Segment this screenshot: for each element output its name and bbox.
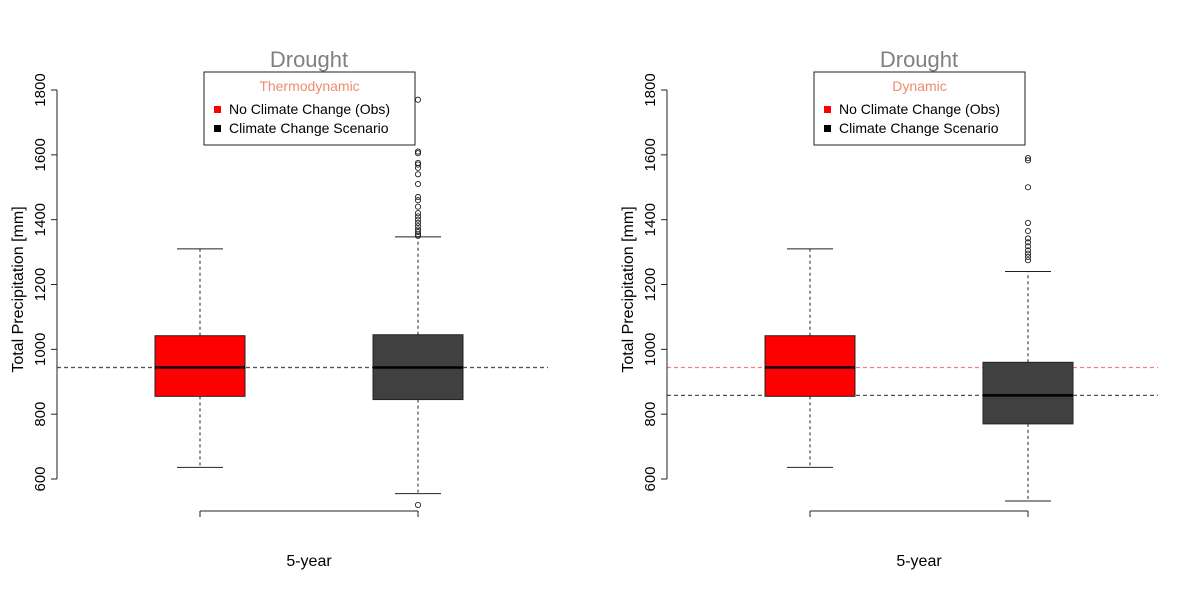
outlier-point	[414, 171, 422, 178]
outlier-point	[414, 226, 422, 233]
legend-entry-label: Climate Change Scenario	[229, 120, 389, 136]
outlier-point	[414, 159, 422, 166]
outlier-point	[414, 193, 422, 201]
outlier-point	[1024, 239, 1032, 246]
legend-swatch	[824, 106, 831, 113]
legend-entry-label: No Climate Change (Obs)	[229, 101, 390, 117]
chart-title: Drought	[270, 47, 348, 72]
outlier-point	[1024, 243, 1032, 250]
y-axis: 600 800 1000 1200 1400 1600 1800 Total Precipit…	[10, 73, 58, 492]
outlier-point	[414, 210, 422, 217]
outlier-point	[1024, 253, 1032, 260]
outlier-point	[1024, 235, 1032, 242]
outlier-point	[1024, 247, 1032, 254]
y-tick-label: 1000	[642, 333, 659, 366]
legend-entry-label: No Climate Change (Obs)	[839, 101, 1000, 117]
y-axis-label: Total Precipitation [mm]	[620, 206, 637, 372]
outlier-point	[414, 223, 422, 230]
y-tick-label: 1200	[642, 268, 659, 301]
y-axis: 600 800 1000 1200 1400 1600 1800 Total Precipit…	[620, 73, 668, 492]
y-tick-label: 1000	[32, 333, 49, 366]
outlier-point	[414, 148, 422, 155]
outlier-point	[414, 228, 422, 236]
outlier-point	[414, 150, 422, 157]
x-axis-label: 5-year	[286, 553, 332, 570]
legend-swatch	[214, 125, 221, 132]
legend-box	[203, 71, 416, 146]
y-tick-label: 1600	[32, 138, 49, 171]
box-1	[154, 248, 246, 468]
outlier-point	[1024, 227, 1032, 235]
legend-title: Dynamic	[892, 78, 946, 94]
outlier-point	[414, 216, 422, 223]
outlier-point	[1024, 219, 1032, 226]
outlier-point	[414, 96, 422, 103]
legend-entry-label: Climate Change Scenario	[839, 120, 999, 136]
legend-title: Thermodynamic	[259, 78, 359, 94]
outlier-point	[414, 197, 422, 204]
x-axis-bracket	[809, 510, 1029, 517]
box-2	[982, 155, 1074, 502]
outlier-point	[1024, 250, 1032, 257]
y-tick-label: 1400	[642, 203, 659, 236]
outlier-point	[1024, 155, 1032, 162]
y-tick-label: 1400	[32, 203, 49, 236]
legend-swatch	[824, 125, 831, 132]
box-1	[764, 248, 856, 468]
y-tick-label: 600	[642, 466, 659, 491]
y-tick-label: 1200	[32, 268, 49, 301]
outlier-point	[414, 219, 422, 226]
outlier-point	[414, 161, 422, 168]
outlier-point	[1024, 257, 1032, 264]
outlier-point	[1024, 157, 1032, 164]
outlier-point	[414, 180, 422, 188]
y-tick-label: 600	[32, 466, 49, 491]
box-2	[372, 96, 464, 508]
y-tick-label: 1800	[642, 73, 659, 106]
chart-title: Drought	[880, 47, 958, 72]
y-tick-label: 800	[642, 402, 659, 427]
y-axis-label: Total Precipitation [mm]	[10, 206, 27, 372]
x-axis-bracket	[199, 510, 419, 517]
outlier-point	[414, 232, 422, 239]
box-body	[764, 335, 856, 397]
legend: Thermodynamic No Climate Change (Obs) Clim…	[203, 71, 416, 146]
box-body	[982, 361, 1074, 425]
chart-panel-1: 600 800 1000 1200 1400 1600 1800 Total Precipit…	[10, 47, 548, 570]
y-tick-label: 1800	[32, 73, 49, 106]
x-axis-label: 5-year	[896, 553, 942, 570]
legend-box	[813, 71, 1026, 146]
outlier-point	[414, 501, 422, 508]
outlier-point	[414, 203, 422, 210]
box-body	[154, 335, 246, 397]
y-tick-label: 800	[32, 402, 49, 427]
legend-swatch	[214, 106, 221, 113]
chart-panel-2: 600 800 1000 1200 1400 1600 1800 Total Precipit…	[620, 47, 1158, 570]
legend: Dynamic No Climate Change (Obs) Climate Ch…	[813, 71, 1026, 146]
outlier-point	[1024, 184, 1032, 191]
y-tick-label: 1600	[642, 138, 659, 171]
outlier-point	[414, 213, 422, 220]
